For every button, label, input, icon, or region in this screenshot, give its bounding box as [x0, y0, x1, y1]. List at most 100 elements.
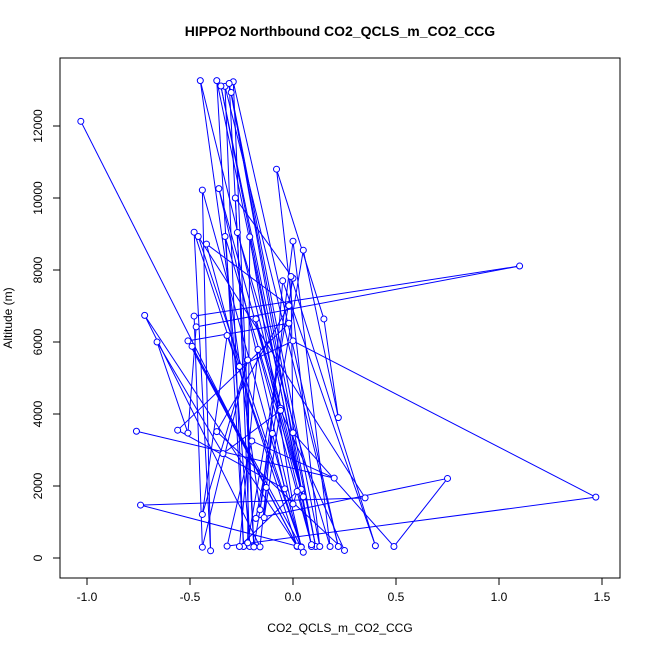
data-point	[235, 362, 243, 370]
series-line-segment	[227, 496, 596, 547]
data-point	[198, 186, 206, 194]
series-line-segment	[140, 497, 366, 506]
data-point	[444, 474, 451, 482]
data-point	[287, 272, 295, 280]
data-point	[260, 514, 268, 522]
data-point	[293, 487, 301, 495]
data-point	[244, 539, 252, 547]
series-line-segment	[191, 346, 298, 547]
data-point	[316, 542, 324, 550]
y-tick-label: 8000	[31, 256, 45, 283]
series-line-segment	[194, 265, 520, 317]
data-point	[174, 426, 182, 434]
series-line-segment	[224, 236, 304, 497]
series-line-segment	[255, 318, 313, 545]
data-point	[190, 228, 198, 236]
series-line-segment	[290, 276, 376, 546]
series-line-segment	[216, 305, 290, 432]
data-point	[289, 429, 297, 437]
data-point	[326, 542, 334, 550]
series-line-segment	[193, 232, 212, 551]
series-line-segment	[216, 80, 245, 547]
series-line-segment	[230, 92, 313, 547]
data-point	[289, 237, 297, 245]
data-point	[184, 429, 192, 437]
series-line-segment	[276, 169, 321, 547]
data-point	[299, 548, 307, 556]
series-line-segment	[177, 429, 286, 490]
series-line-segment	[136, 430, 335, 479]
data-point	[244, 356, 252, 364]
data-point	[246, 233, 254, 241]
series-line-segment	[226, 440, 253, 547]
data-point	[279, 277, 287, 285]
data-point	[219, 450, 227, 458]
data-point	[235, 542, 243, 550]
data-point	[289, 500, 297, 508]
x-tick-label: -1.0	[77, 590, 98, 604]
series-line-segment	[282, 280, 376, 546]
data-point	[198, 510, 206, 518]
x-tick-label: 1.5	[594, 590, 611, 604]
data-point	[371, 542, 379, 550]
x-tick-label: -0.5	[180, 590, 201, 604]
y-axis-label: Altitude (m)	[1, 287, 15, 348]
data-point	[320, 315, 328, 323]
data-point	[262, 483, 270, 491]
data-point	[184, 337, 192, 345]
data-point	[188, 342, 196, 350]
data-point	[285, 319, 293, 327]
series-line-segment	[205, 243, 240, 367]
data-point	[254, 346, 262, 354]
y-axis: 0 2000 4000 6000 8000 10000 12000	[31, 109, 61, 561]
series-line-segment	[251, 440, 335, 479]
y-tick-label: 12000	[31, 109, 45, 143]
data-point	[273, 165, 281, 173]
series-line-segment	[197, 236, 304, 553]
series-line-segment	[292, 241, 331, 547]
x-tick-label: 0.5	[388, 590, 405, 604]
y-tick-label: 2000	[31, 472, 45, 499]
data-point	[299, 493, 307, 501]
data-point	[223, 542, 231, 550]
data-point	[223, 332, 231, 340]
data-point	[231, 194, 239, 202]
data-point	[190, 312, 198, 320]
data-point	[213, 77, 221, 85]
data-point	[77, 117, 85, 125]
data-point	[516, 262, 524, 270]
series-line-segment	[226, 335, 304, 553]
series-line-segment	[220, 85, 313, 547]
y-tick-label: 0	[31, 554, 45, 561]
series-line-segment	[224, 86, 245, 547]
data-point	[132, 427, 140, 435]
series-line-segment	[206, 243, 290, 307]
series-line-segment	[216, 431, 345, 551]
data-point	[248, 437, 256, 445]
series-line-segment	[247, 236, 251, 543]
series-line-segment	[199, 80, 302, 490]
series-line-segment	[232, 81, 255, 547]
series-line-segment	[156, 341, 189, 434]
series-line-segment	[292, 432, 395, 547]
series-line-segment	[247, 278, 294, 543]
data-point	[221, 233, 229, 241]
data-point	[334, 414, 342, 422]
y-tick-label: 6000	[31, 328, 45, 355]
data-point	[268, 429, 276, 437]
y-tick-label: 10000	[31, 181, 45, 215]
series-line-segment	[218, 188, 304, 497]
y-tick-label: 4000	[31, 400, 45, 427]
series-line-segment	[253, 250, 304, 547]
series-line-segment	[232, 81, 339, 547]
series-line-segment	[187, 322, 289, 342]
data-point	[141, 311, 149, 319]
data-point	[330, 474, 338, 482]
data-point	[192, 323, 200, 331]
data-point	[285, 302, 293, 310]
data-point	[334, 542, 342, 550]
series-line-segment	[156, 341, 224, 454]
x-axis: -1.0 -0.5 0.0 0.5 1.0 1.5	[77, 577, 611, 604]
x-tick-label: 1.0	[491, 590, 508, 604]
